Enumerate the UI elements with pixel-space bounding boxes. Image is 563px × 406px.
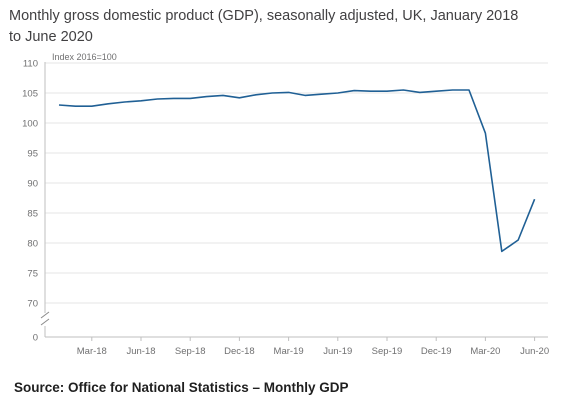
- axis-break-mark: [40, 311, 50, 319]
- x-tick-label: Mar-18: [77, 346, 107, 357]
- y-axis-label: Index 2016=100: [52, 52, 117, 62]
- x-tick-label: Dec-19: [421, 346, 452, 357]
- y-tick-label: 90: [27, 179, 38, 190]
- y-tick-label: 80: [27, 239, 38, 250]
- axis-break-mark: [40, 318, 50, 326]
- x-tick-label: Dec-18: [224, 346, 255, 357]
- y-tick-label: 75: [27, 269, 38, 280]
- y-tick-label: 0: [33, 333, 38, 344]
- y-tick-label: 105: [22, 89, 38, 100]
- y-tick-label: 110: [23, 59, 38, 70]
- y-tick-label: 85: [27, 209, 38, 220]
- x-tick-label: Mar-19: [274, 346, 304, 357]
- y-tick-label: 70: [27, 299, 38, 310]
- x-tick-label: Sep-18: [175, 346, 206, 357]
- x-tick-label: Sep-19: [372, 346, 403, 357]
- y-tick-label: 100: [22, 119, 38, 130]
- y-tick-label: 95: [27, 149, 38, 160]
- source-note: Source: Office for National Statistics –…: [14, 380, 349, 395]
- x-tick-label: Jun-20: [520, 346, 549, 357]
- x-tick-label: Jun-19: [323, 346, 352, 357]
- chart-title: Monthly gross domestic product (GDP), se…: [9, 8, 519, 45]
- x-tick-label: Mar-20: [470, 346, 500, 357]
- x-tick-label: Jun-18: [126, 346, 155, 357]
- gdp-series-line: [58, 89, 536, 253]
